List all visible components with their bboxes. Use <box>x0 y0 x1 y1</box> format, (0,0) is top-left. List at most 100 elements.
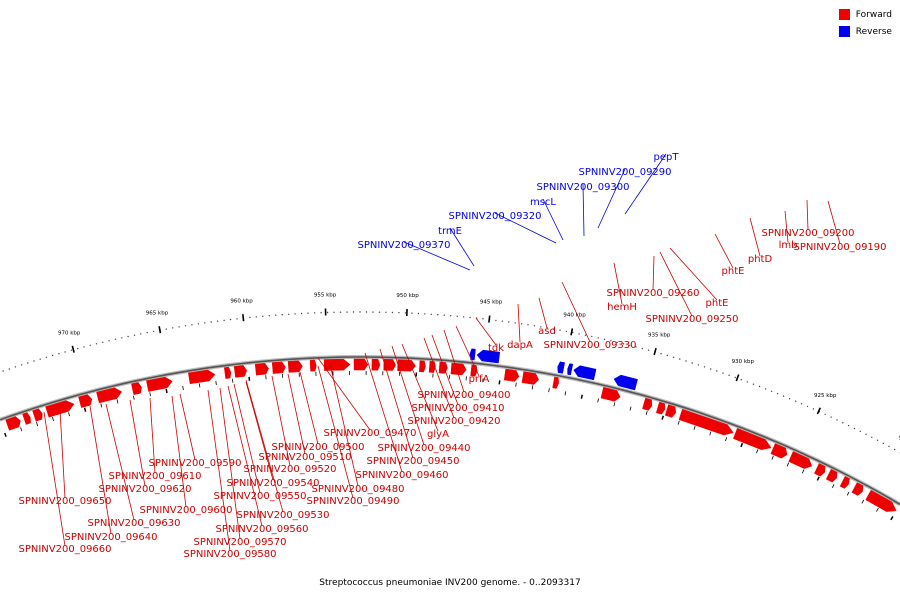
label-leader <box>423 337 455 419</box>
forward-gene-arrow[interactable] <box>825 468 838 483</box>
forward-gene-arrow[interactable] <box>450 362 467 376</box>
forward-gene-label: SPNINV200_09470 <box>323 428 416 439</box>
forward-gene-arrow[interactable] <box>353 358 369 371</box>
forward-gene-arrow[interactable] <box>865 489 897 512</box>
ruler-dot <box>320 312 322 314</box>
legend-reverse[interactable]: Reverse <box>838 25 892 38</box>
ruler-tick <box>816 407 822 415</box>
forward-gene-arrow[interactable] <box>188 369 216 385</box>
label-leader <box>669 247 718 301</box>
inner-tick <box>629 406 632 411</box>
ruler-tick <box>242 314 245 322</box>
forward-gene-arrow[interactable] <box>131 382 142 395</box>
forward-gene-arrow[interactable] <box>438 361 448 374</box>
forward-gene-arrow[interactable] <box>788 451 813 469</box>
ruler-dot <box>83 346 85 348</box>
forward-gene-arrow[interactable] <box>45 400 75 418</box>
forward-gene-arrow[interactable] <box>271 361 286 374</box>
forward-gene-arrow[interactable] <box>371 358 381 371</box>
forward-gene-arrow[interactable] <box>733 427 772 450</box>
forward-gene-arrow[interactable] <box>419 360 426 373</box>
forward-gene-label: SPNINV200_09450 <box>366 456 459 467</box>
forward-gene-arrow[interactable] <box>655 401 666 415</box>
forward-gene-arrow[interactable] <box>383 359 396 371</box>
label-leader <box>624 153 667 215</box>
ruler-dot <box>33 360 35 362</box>
ruler-dot <box>275 314 277 316</box>
forward-gene-label: SPNINV200_09490 <box>306 496 399 507</box>
label-leader <box>449 227 475 267</box>
forward-gene-arrow[interactable] <box>323 358 351 371</box>
forward-gene-arrow[interactable] <box>254 363 269 376</box>
forward-gene-label: hemH <box>607 302 637 313</box>
ruler-dot <box>39 358 41 360</box>
ruler-dot <box>770 390 773 392</box>
inner-tick <box>116 399 119 404</box>
reverse-gene-arrow[interactable] <box>476 349 501 364</box>
forward-gene-arrow[interactable] <box>309 359 317 372</box>
reverse-gene-arrow[interactable] <box>567 363 574 376</box>
label-leader <box>403 241 471 271</box>
label-leader <box>613 262 623 305</box>
label-leader <box>391 345 425 446</box>
forward-gene-arrow[interactable] <box>503 368 520 382</box>
reverse-gene-arrow[interactable] <box>613 374 638 391</box>
forward-gene-label: dapA <box>507 340 533 351</box>
inner-tick <box>661 415 665 420</box>
ruler-dot <box>108 340 110 342</box>
forward-gene-arrow[interactable] <box>814 463 826 477</box>
ruler-track: 920 kbp 925 kbp 930 kbp 935 kbp 940 kbp 945 k… <box>2 293 900 521</box>
forward-gene-label: SPNINV200_09260 <box>606 288 699 299</box>
ruler-dot <box>121 337 123 339</box>
forward-gene-arrow[interactable] <box>770 443 788 459</box>
forward-gene-arrow[interactable] <box>22 412 31 425</box>
ruler-dot <box>152 330 155 333</box>
reverse-gene-arrow[interactable] <box>557 361 565 374</box>
ruler-dot <box>871 436 873 438</box>
forward-gene-arrow[interactable] <box>146 376 173 392</box>
label-leader <box>179 393 196 461</box>
forward-gene-arrow[interactable] <box>32 408 43 422</box>
ruler-dot <box>533 325 536 327</box>
ruler-dot <box>794 400 797 402</box>
ruler-dot <box>728 374 730 376</box>
ruler-label: 970 kbp <box>58 330 81 336</box>
ruler-dot <box>294 313 296 315</box>
forward-gene-arrow[interactable] <box>397 359 416 372</box>
ruler-dot <box>184 325 187 327</box>
forward-gene-label: SPNINV200_09660 <box>18 544 111 555</box>
forward-gene-arrow[interactable] <box>600 386 621 402</box>
forward-gene-arrow[interactable] <box>552 376 559 389</box>
forward-gene-arrow[interactable] <box>839 476 850 489</box>
forward-gene-arrow[interactable] <box>664 404 677 418</box>
label-leader <box>379 348 414 459</box>
forward-gene-arrow[interactable] <box>233 365 248 378</box>
forward-gene-arrow[interactable] <box>224 366 232 379</box>
ruler-dot <box>764 388 767 390</box>
forward-gene-label: SPNINV200_09460 <box>355 470 448 481</box>
label-leader <box>714 233 734 269</box>
forward-gene-arrow[interactable] <box>287 360 303 373</box>
forward-gene-arrow[interactable] <box>521 371 540 385</box>
forward-strand-genes: SPNINV200_09190SPNINV200_09200lmbphtDpht… <box>5 199 897 560</box>
label-leader <box>542 198 564 241</box>
forward-gene-arrow[interactable] <box>5 416 21 431</box>
reverse-gene-label: SPNINV200_09290 <box>578 167 671 178</box>
forward-gene-label: phtE <box>722 266 745 277</box>
ruler-dot <box>346 311 348 313</box>
ruler-label: 960 kbp <box>230 298 253 304</box>
ruler-dot <box>660 353 662 355</box>
forward-gene-arrow[interactable] <box>642 397 653 411</box>
forward-gene-label: SPNINV200_09250 <box>645 314 738 325</box>
forward-gene-label: SPNINV200_09570 <box>193 537 286 548</box>
legend-forward[interactable]: Forward <box>838 8 892 21</box>
forward-gene-arrow[interactable] <box>678 408 734 436</box>
ruler-dot <box>417 312 420 315</box>
forward-gene-arrow[interactable] <box>96 387 123 404</box>
label-leader <box>227 385 263 527</box>
inner-tick <box>149 392 151 397</box>
forward-gene-arrow[interactable] <box>78 394 93 408</box>
reverse-gene-arrow[interactable] <box>573 365 597 381</box>
forward-gene-arrow[interactable] <box>851 482 864 496</box>
label-leader <box>784 210 789 243</box>
